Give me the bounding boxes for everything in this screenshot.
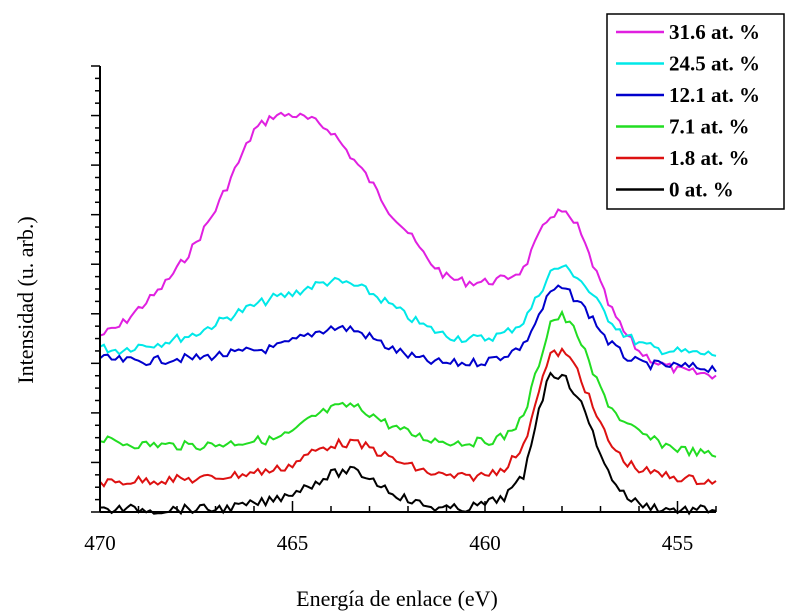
legend: 31.6 at. % 24.5 at. % 12.1 at. % 7.1 at. % 1… bbox=[606, 13, 785, 210]
legend-label-1: 24.5 at. % bbox=[669, 52, 760, 76]
y-ticks bbox=[91, 65, 100, 513]
series-line-1 bbox=[99, 264, 717, 357]
legend-label-5: 0 at. % bbox=[669, 178, 734, 202]
x-ticks: 470 465 460 455 bbox=[84, 501, 717, 555]
x-axis-title: Energía de enlace (eV) bbox=[296, 586, 498, 611]
series-line-3 bbox=[99, 309, 717, 458]
x-tick-label: 460 bbox=[469, 531, 501, 555]
series-line-0 bbox=[99, 111, 717, 380]
y-axis-title: Intensidad (u. arb.) bbox=[13, 216, 38, 383]
x-tick-label: 465 bbox=[277, 531, 309, 555]
series-line-5 bbox=[99, 371, 717, 516]
x-tick-label: 455 bbox=[662, 531, 694, 555]
x-tick-label: 470 bbox=[84, 531, 116, 555]
legend-label-0: 31.6 at. % bbox=[669, 20, 760, 44]
series-line-2 bbox=[99, 284, 717, 374]
legend-box bbox=[606, 13, 785, 210]
legend-label-2: 12.1 at. % bbox=[669, 83, 760, 107]
series-line-4 bbox=[99, 347, 717, 488]
legend-label-3: 7.1 at. % bbox=[669, 115, 750, 139]
legend-label-4: 1.8 at. % bbox=[669, 146, 750, 170]
series-curves bbox=[99, 111, 717, 516]
